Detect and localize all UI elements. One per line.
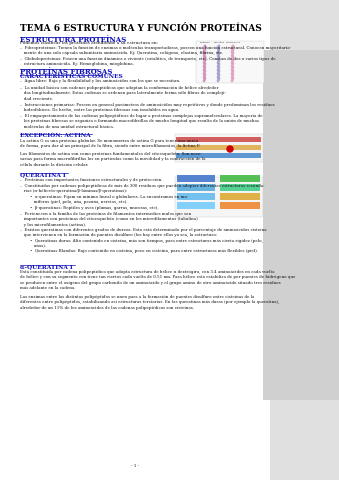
FancyBboxPatch shape <box>220 184 260 191</box>
Text: Los filamentos de actina son como proteínas fundamentales del citoesqueleto. Son: Los filamentos de actina son como proteí… <box>20 152 205 167</box>
Text: Las enzimas entre las distintas polipéptidos se unen para a la formación de puen: Las enzimas entre las distintas polipépt… <box>20 295 279 310</box>
FancyBboxPatch shape <box>177 193 215 200</box>
Text: PROTEÍNAS FIBROSAS: PROTEÍNAS FIBROSAS <box>20 68 112 76</box>
Text: La actina G es una proteína globular. Se monomeriza de actina G para tener una u: La actina G es una proteína globular. Se… <box>20 139 200 148</box>
Text: –  Proteínas con importantes funciones estructurales y de protección.: – Proteínas con importantes funciones es… <box>20 178 162 182</box>
Text: TEMA 6 ESTRUCTURA Y FUNCIÓN PROTEÍNAS: TEMA 6 ESTRUCTURA Y FUNCIÓN PROTEÍNAS <box>20 24 262 33</box>
Text: Queratina: Queratina <box>214 42 224 43</box>
Text: •  Queratinas duras: Alto contenido en cisteína, más son tiempos, para entre est: • Queratinas duras: Alto contenido en ci… <box>20 239 263 248</box>
FancyBboxPatch shape <box>175 177 263 217</box>
Text: –  La unidad básica son cadenas polipeptídicas que adoptan la conformación de hé: – La unidad básica son cadenas polipeptí… <box>20 86 226 101</box>
FancyBboxPatch shape <box>196 41 264 83</box>
Text: ESTRUCTURA PROTEÍNAS: ESTRUCTURA PROTEÍNAS <box>20 36 126 44</box>
Text: Tropomiosina: Tropomiosina <box>225 42 240 43</box>
Text: •  α-queratinas: Fijam en mínimo lineal o globulares. La encontramos en ma-
    : • α-queratinas: Fijam en mínimo lineal o… <box>20 195 188 204</box>
Text: –  Fibroproteínas: Tienen la función de enzimas o moléculas transportadoras, pos: – Fibroproteínas: Tienen la función de e… <box>20 46 291 66</box>
Text: QUERATINA I: QUERATINA I <box>20 172 66 177</box>
FancyBboxPatch shape <box>177 184 215 191</box>
Text: α-QUERATINA I: α-QUERATINA I <box>20 264 73 269</box>
Text: –  Existen queratinas con diferentes grados de dureza. Esto está determinado por: – Existen queratinas con diferentes grad… <box>20 228 266 237</box>
FancyBboxPatch shape <box>177 202 215 209</box>
Text: - 1 -: - 1 - <box>131 464 139 468</box>
FancyBboxPatch shape <box>176 137 261 142</box>
Text: CARACTERÍSTICAS COMUNES: CARACTERÍSTICAS COMUNES <box>20 74 123 79</box>
Text: EXCEPCIÓN: ACTINA: EXCEPCIÓN: ACTINA <box>20 133 91 138</box>
Text: –  Interacciones primarias: Poseen en general parámetros de aminoácidos muy repe: – Interacciones primarias: Poseen en gen… <box>20 103 275 112</box>
Circle shape <box>227 146 233 152</box>
Text: Podemos clasificar las proteínas atendiendo a su estructura en:: Podemos clasificar las proteínas atendie… <box>20 41 158 45</box>
FancyBboxPatch shape <box>263 50 339 400</box>
FancyBboxPatch shape <box>220 193 260 200</box>
Text: –  Pertenecen a la familia de las proteínas de filamentos intermedios mulos que : – Pertenecen a la familia de las proteín… <box>20 212 198 227</box>
FancyBboxPatch shape <box>0 0 270 480</box>
FancyBboxPatch shape <box>220 175 260 182</box>
Text: •  Queratinas Blandas: Bajo contenido en cisteína, poco en cisteína, para entre : • Queratinas Blandas: Bajo contenido en … <box>20 249 258 253</box>
Text: –  El empaquetamiento de las cadenas polipeptídicas de lugar a proteínas complej: – El empaquetamiento de las cadenas poli… <box>20 114 262 129</box>
FancyBboxPatch shape <box>176 153 261 158</box>
Text: Está constituida por cadena polipeptídica que adopta estructura de hélice α dext: Está constituida por cadena polipeptídic… <box>20 270 295 290</box>
Text: –  Agua libre: Baja y la flexibilidad y los aminoácidos son los que se necesitan: – Agua libre: Baja y la flexibilidad y l… <box>20 79 180 83</box>
FancyBboxPatch shape <box>177 175 215 182</box>
Text: –  Constituidas por cadenas polipeptídicas de más de 300 residuos que pueden ado: – Constituidas por cadenas polipeptídica… <box>20 184 264 193</box>
FancyBboxPatch shape <box>176 145 261 150</box>
Text: Colágeno: Colágeno <box>200 42 210 43</box>
Text: •  β-queratinas: Reptiles y aves (plumas, garras, mucosas, etc).: • β-queratinas: Reptiles y aves (plumas,… <box>20 206 159 210</box>
FancyBboxPatch shape <box>175 134 263 162</box>
FancyBboxPatch shape <box>220 202 260 209</box>
